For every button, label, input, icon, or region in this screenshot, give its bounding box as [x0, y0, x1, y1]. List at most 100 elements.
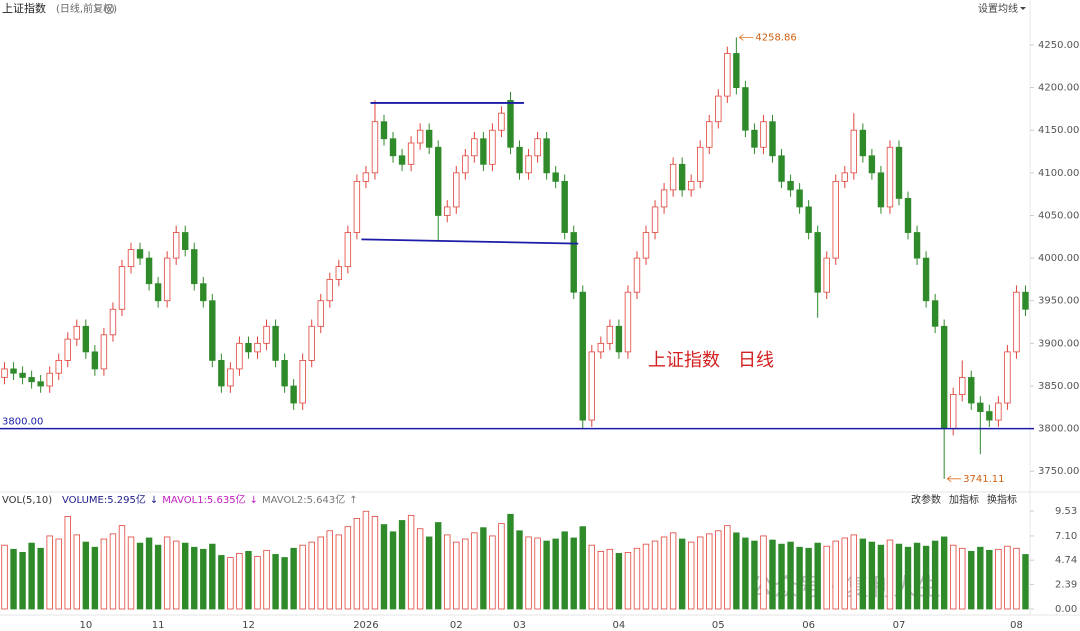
volume-tick-label: 7.10 — [1055, 531, 1077, 542]
candle-body — [28, 377, 35, 383]
y-tick-label: 4200.00 — [1038, 83, 1079, 94]
volume-bar — [977, 546, 984, 610]
candle-body — [19, 372, 26, 378]
volume-bar — [823, 545, 830, 610]
volume-bar — [1013, 547, 1020, 610]
candle-body — [769, 121, 776, 157]
volume-bar — [642, 543, 650, 610]
x-tick-label: 12 — [242, 620, 255, 631]
volume-bar — [471, 532, 478, 610]
volume-bar — [796, 546, 803, 610]
candle-body — [968, 377, 975, 404]
volume-bar — [552, 538, 559, 610]
candle-body — [525, 155, 532, 174]
indicator-tool[interactable]: 改参数 — [911, 493, 941, 506]
volume-bar — [462, 538, 469, 610]
volume-bar — [579, 526, 586, 610]
volume-bar — [913, 542, 921, 610]
candle-body — [552, 172, 559, 182]
volume-bar — [959, 547, 966, 610]
volume-bar — [543, 540, 550, 610]
volume-bar — [480, 527, 487, 610]
volume-bar — [10, 548, 17, 610]
candle-body — [796, 189, 803, 208]
volume-bar — [751, 540, 758, 610]
volume-bar — [570, 537, 577, 610]
candle-body — [660, 189, 668, 208]
candle-body — [416, 129, 424, 144]
candle-body — [751, 129, 758, 148]
volume-bar — [19, 551, 26, 610]
settings-button[interactable]: 设置均线 — [978, 2, 1018, 15]
volume-bar — [633, 547, 641, 610]
volume-bar — [697, 536, 704, 610]
candle-body — [651, 206, 659, 233]
volume-bar — [163, 536, 171, 610]
candle-body — [425, 129, 433, 148]
candle-body — [687, 180, 695, 191]
candle-body — [371, 121, 379, 174]
volume-bar — [805, 547, 812, 610]
candle-body — [823, 257, 830, 293]
candle-body — [10, 368, 17, 374]
volume-bar — [769, 539, 776, 610]
candle-body — [678, 163, 686, 191]
candle-body — [299, 360, 306, 404]
extreme-arrow — [739, 34, 754, 41]
volume-bar — [118, 525, 126, 610]
volume-bar — [886, 539, 894, 610]
candle-body — [922, 257, 930, 302]
volume-bar — [733, 532, 740, 610]
volume-bar — [850, 534, 858, 610]
volume-bar — [191, 546, 198, 610]
y-tick-label: 3850.00 — [1038, 381, 1079, 392]
y-tick-label: 3750.00 — [1038, 466, 1079, 477]
candle-body — [1013, 291, 1020, 353]
candle-body — [308, 325, 315, 361]
candle-body — [859, 129, 867, 157]
candle-body — [995, 402, 1002, 421]
candle-body — [733, 53, 740, 88]
x-tick-label: 04 — [613, 620, 626, 631]
candle-body — [498, 112, 505, 131]
x-tick-label: 07 — [893, 620, 906, 631]
volume-bar — [742, 537, 749, 610]
candle-body — [73, 325, 80, 340]
candle-body — [209, 300, 216, 361]
volume-legend-item: ↓ — [250, 495, 258, 506]
candle-body — [353, 180, 361, 233]
volume-bar — [127, 536, 135, 610]
candle-body — [480, 138, 487, 165]
volume-bar — [950, 544, 957, 610]
volume-bar — [615, 553, 623, 610]
candle-body — [895, 146, 903, 199]
candle-body — [236, 342, 243, 370]
candle-body — [254, 342, 261, 353]
candle-body — [182, 232, 189, 250]
indicator-tool[interactable]: 换指标 — [987, 493, 1017, 506]
volume-bar — [263, 549, 270, 610]
volume-tick-label: 4.74 — [1055, 555, 1077, 566]
candle-body — [931, 300, 939, 327]
annotation: 上证指数 日线 — [648, 350, 774, 371]
indicator-tool[interactable]: 加指标 — [949, 493, 979, 506]
volume-bar — [362, 510, 370, 610]
chart-subtitle: (日线,前复权) — [56, 2, 117, 15]
volume-title: VOL(5,10) — [2, 495, 52, 506]
volume-bar — [534, 537, 541, 610]
y-tick-label: 3900.00 — [1038, 338, 1079, 349]
dropdown-arrow — [1020, 7, 1026, 10]
candle-body — [950, 394, 957, 430]
volume-legend-item: ↑ — [349, 495, 357, 506]
volume-bar — [832, 540, 839, 610]
settings-icon[interactable] — [103, 3, 115, 15]
volume-bar — [172, 540, 180, 610]
volume-bar — [353, 518, 361, 610]
volume-bar — [344, 526, 352, 610]
volume-bar — [444, 534, 451, 610]
volume-legend-item: MAVOL2:5.643亿 — [262, 493, 345, 506]
volume-bar — [1, 544, 8, 610]
x-tick-label: 08 — [1010, 620, 1023, 631]
